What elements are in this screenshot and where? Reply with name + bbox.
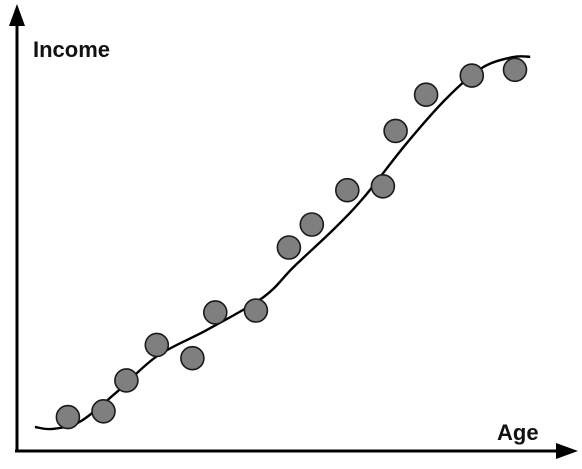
data-point-1 (55, 404, 81, 430)
data-point-4 (144, 332, 170, 358)
data-point-3 (114, 368, 139, 393)
data-point-8 (276, 235, 302, 260)
data-points-layer (55, 57, 528, 430)
data-point-6 (203, 300, 228, 325)
data-point-10 (334, 177, 360, 203)
y-axis-arrow-icon (9, 4, 25, 26)
x-axis-label: Age (497, 420, 539, 445)
data-point-9 (299, 212, 325, 237)
data-point-7 (243, 298, 269, 323)
data-point-11 (370, 174, 396, 199)
x-axis-arrow-icon (556, 443, 578, 459)
data-point-2 (91, 398, 116, 424)
data-point-5 (180, 345, 205, 371)
data-point-15 (502, 57, 528, 83)
data-point-14 (459, 63, 485, 88)
data-point-12 (383, 118, 408, 144)
data-point-13 (413, 82, 439, 107)
y-axis-label: Income (33, 37, 110, 62)
